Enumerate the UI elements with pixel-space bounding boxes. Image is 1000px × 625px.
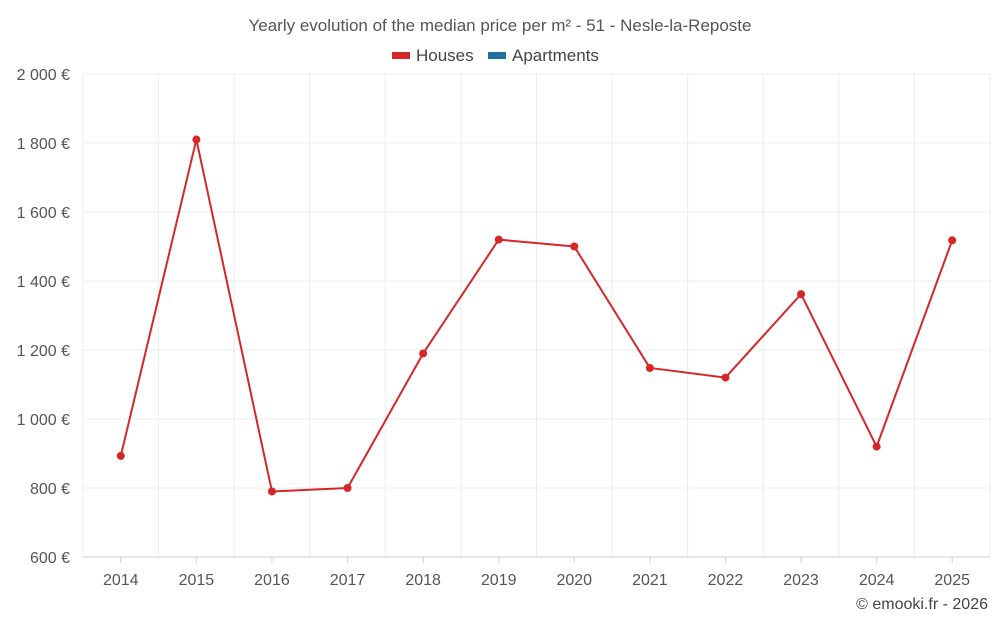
data-point[interactable] — [419, 349, 428, 358]
y-tick-label: 800 € — [30, 481, 70, 498]
x-tick-label: 2017 — [330, 572, 366, 589]
data-point[interactable] — [192, 135, 201, 144]
x-tick-label: 2025 — [934, 572, 970, 589]
x-tick-label: 2019 — [481, 572, 517, 589]
legend-item-houses[interactable]: Houses — [392, 46, 474, 65]
x-tick-label: 2021 — [632, 572, 668, 589]
axes — [83, 556, 990, 563]
legend-swatch-apartments — [488, 52, 506, 59]
x-tick-label: 2015 — [179, 572, 215, 589]
data-point[interactable] — [494, 235, 503, 244]
data-point[interactable] — [948, 236, 957, 245]
y-tick-label: 1 000 € — [17, 412, 70, 429]
y-tick-label: 1 600 € — [17, 205, 70, 222]
credit-text: © emooki.fr - 2026 — [856, 596, 988, 613]
x-tick-label: 2018 — [405, 572, 441, 589]
x-tick-label: 2023 — [783, 572, 819, 589]
legend-label-apartments: Apartments — [512, 46, 599, 65]
legend: Houses Apartments — [392, 46, 599, 65]
data-point[interactable] — [645, 363, 654, 372]
y-tick-label: 600 € — [30, 550, 70, 567]
data-point[interactable] — [721, 373, 730, 382]
legend-item-apartments[interactable]: Apartments — [488, 46, 599, 65]
y-axis-ticks: 600 € 800 € 1 000 € 1 200 € 1 400 € 1 600 € 1 … — [17, 67, 70, 567]
series-line-houses — [119, 138, 954, 493]
x-tick-label: 2022 — [708, 572, 744, 589]
chart-title: Yearly evolution of the median price per… — [248, 16, 751, 35]
legend-swatch-houses — [392, 52, 410, 59]
gridlines — [82, 73, 991, 557]
legend-label-houses: Houses — [416, 46, 474, 65]
series-houses — [116, 135, 957, 496]
data-point[interactable] — [343, 484, 352, 492]
x-axis-ticks: 2014 2015 2016 2017 2018 2019 2020 2021 2022 2023… — [103, 572, 970, 589]
data-point[interactable] — [570, 242, 579, 251]
x-tick-label: 2024 — [859, 572, 895, 589]
y-tick-label: 1 400 € — [17, 274, 70, 291]
data-point[interactable] — [267, 487, 276, 496]
x-tick-label: 2016 — [254, 572, 290, 589]
data-point[interactable] — [116, 451, 125, 460]
y-tick-label: 1 200 € — [17, 343, 70, 360]
data-point[interactable] — [797, 290, 806, 299]
x-tick-label: 2020 — [556, 572, 592, 589]
y-tick-label: 2 000 € — [17, 67, 70, 84]
x-tick-label: 2014 — [103, 572, 139, 589]
y-tick-label: 1 800 € — [17, 136, 70, 153]
data-point[interactable] — [872, 442, 881, 451]
